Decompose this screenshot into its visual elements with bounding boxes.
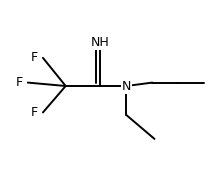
Text: F: F (31, 106, 38, 119)
Text: N: N (122, 79, 131, 93)
Text: F: F (31, 51, 38, 64)
Text: F: F (15, 76, 23, 89)
Text: NH: NH (91, 36, 110, 49)
